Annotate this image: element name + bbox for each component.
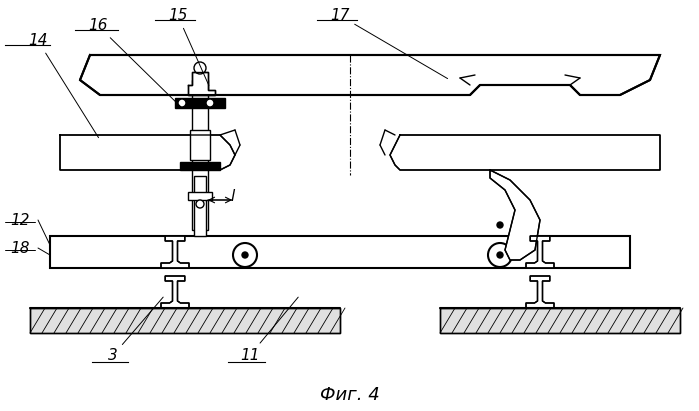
Bar xyxy=(190,130,210,160)
Text: l: l xyxy=(230,189,234,203)
Text: 12: 12 xyxy=(10,212,29,228)
Circle shape xyxy=(233,243,257,267)
Polygon shape xyxy=(161,236,189,268)
Circle shape xyxy=(206,99,214,107)
Polygon shape xyxy=(161,276,189,308)
Text: 18: 18 xyxy=(10,240,29,256)
Polygon shape xyxy=(60,135,235,170)
Polygon shape xyxy=(390,135,660,170)
Text: Фиг. 4: Фиг. 4 xyxy=(320,386,380,404)
Text: 3: 3 xyxy=(108,297,163,363)
Text: 11: 11 xyxy=(240,297,298,363)
Circle shape xyxy=(196,200,204,208)
Circle shape xyxy=(194,62,206,74)
Circle shape xyxy=(488,243,512,267)
Circle shape xyxy=(497,252,503,258)
Bar xyxy=(180,162,220,170)
Polygon shape xyxy=(188,72,215,95)
Bar xyxy=(194,176,206,236)
Text: 15: 15 xyxy=(168,8,209,85)
Circle shape xyxy=(178,99,186,107)
Polygon shape xyxy=(30,308,340,333)
Polygon shape xyxy=(526,236,554,268)
Bar xyxy=(188,192,212,200)
Polygon shape xyxy=(80,55,660,95)
Bar xyxy=(50,236,630,268)
Polygon shape xyxy=(490,170,540,260)
Text: 14: 14 xyxy=(28,33,99,138)
Polygon shape xyxy=(526,276,554,308)
Text: 17: 17 xyxy=(330,8,447,79)
Polygon shape xyxy=(440,308,680,333)
Text: 16: 16 xyxy=(88,18,180,106)
Bar xyxy=(192,80,208,230)
Circle shape xyxy=(497,222,503,228)
Circle shape xyxy=(242,252,248,258)
Bar xyxy=(175,98,225,108)
